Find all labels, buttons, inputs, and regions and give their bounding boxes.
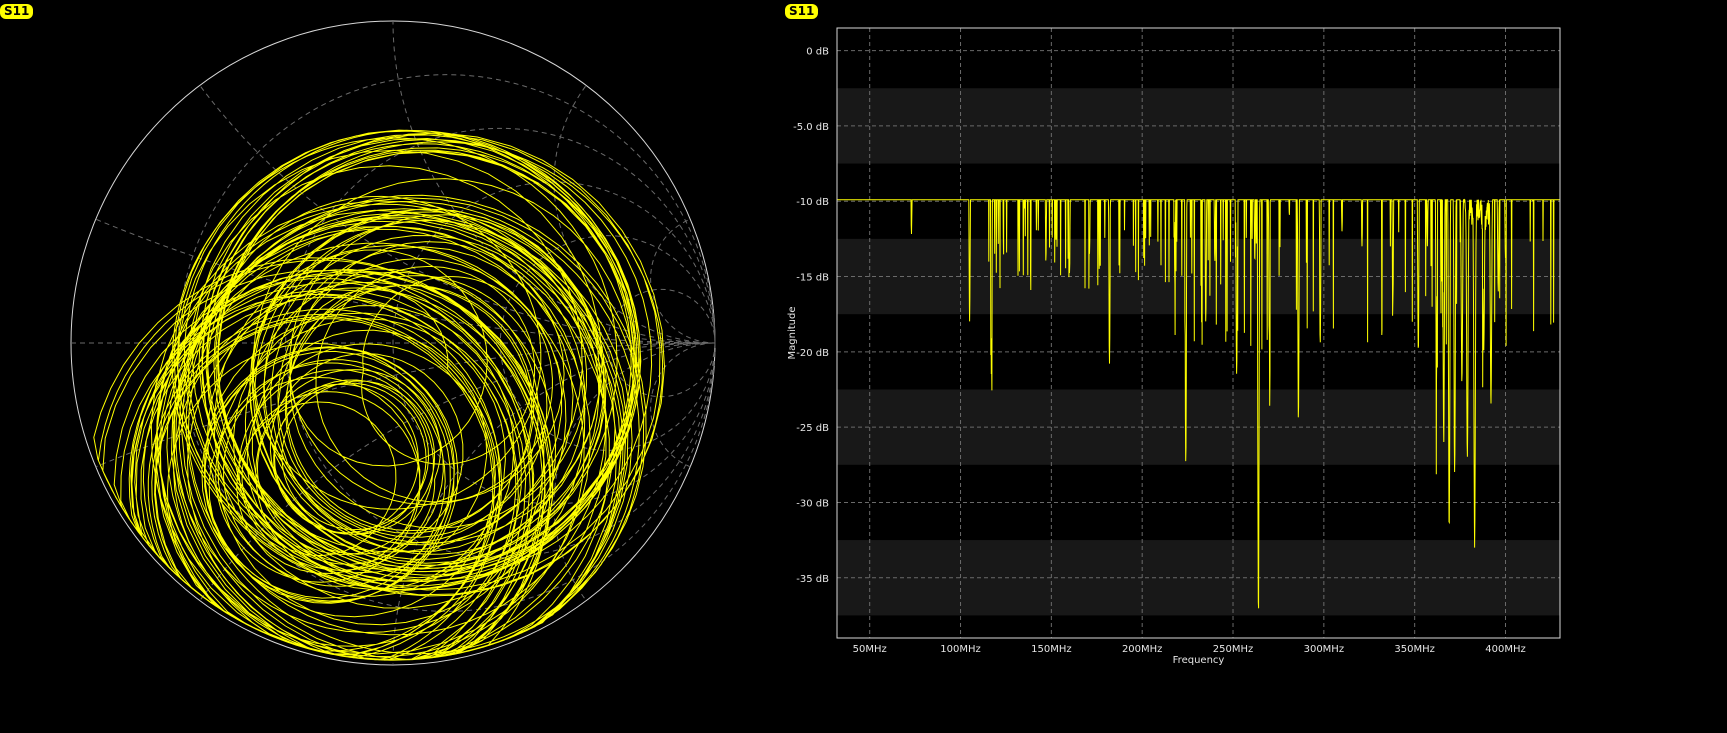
magnitude-s11-trace: [837, 198, 1560, 609]
x-tick-label: 150MHz: [1031, 644, 1071, 655]
y-tick-label: 0 dB: [806, 47, 829, 58]
x-tick-label: 300MHz: [1304, 644, 1344, 655]
y-tick-label: -5.0 dB: [793, 122, 829, 133]
magnitude-chart: 0 dB -5.0 dB -10 dB -15 dB -20 dB -25 dB -30 d…: [787, 27, 1561, 666]
x-axis-label: Frequency: [1173, 655, 1225, 666]
smith-reactance-arc: [650, 213, 715, 344]
magnitude-chart-panel: S11 0 dB -5.0 dB -10 dB -15 dB -20 dB -25 dB -…: [780, 0, 1727, 733]
x-tick-label: 350MHz: [1394, 644, 1434, 655]
smith-trace-badge[interactable]: S11: [0, 4, 34, 19]
y-tick-label: -35 dB: [796, 574, 829, 585]
smith-reactance-arc: [71, 342, 715, 665]
smith-chart: [70, 20, 716, 666]
y-tick-labels: 0 dB -5.0 dB -10 dB -15 dB -20 dB -25 dB -30 d…: [793, 47, 829, 585]
magnitude-grid: [837, 28, 1560, 638]
x-tick-label: 200MHz: [1122, 644, 1162, 655]
smith-s11-trace: [93, 129, 665, 661]
x-tick-label: 400MHz: [1485, 644, 1525, 655]
y-axis-label: Magnitude: [787, 307, 798, 360]
x-tick-label: 50MHz: [853, 644, 887, 655]
y-tick-label: -20 dB: [796, 348, 829, 359]
magnitude-trace: [837, 198, 1560, 609]
smith-chart-panel: S11: [0, 0, 860, 733]
smith-reactance-arc: [650, 342, 715, 473]
y-tick-label: -10 dB: [796, 197, 829, 208]
x-tick-label: 250MHz: [1213, 644, 1253, 655]
smith-grid: [70, 20, 716, 666]
magnitude-trace-badge[interactable]: S11: [785, 4, 819, 19]
smith-trace: [93, 129, 665, 661]
plot-frame: [836, 27, 1561, 639]
smith-reactance-arc: [71, 21, 715, 344]
y-tick-label: -30 dB: [796, 498, 829, 509]
x-tick-label: 100MHz: [940, 644, 980, 655]
y-tick-label: -15 dB: [796, 273, 829, 284]
y-tick-label: -25 dB: [796, 423, 829, 434]
x-tick-labels: 50MHz 100MHz 150MHz 200MHz 250MHz 300MHz 350MH…: [853, 644, 1526, 655]
